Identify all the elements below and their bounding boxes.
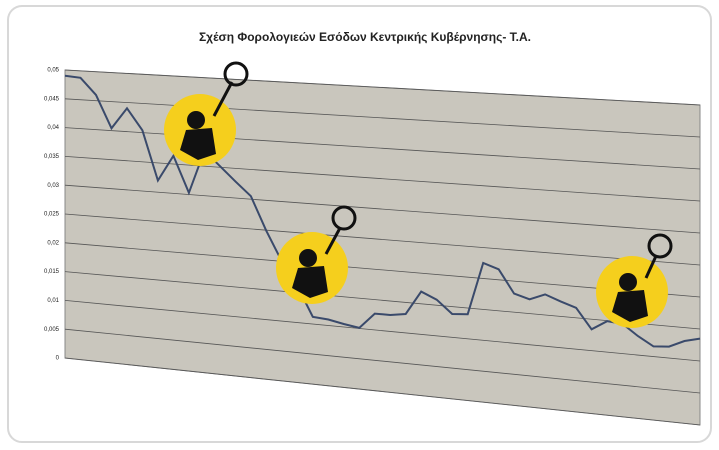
grid-line [64,271,701,330]
grid-line [64,98,701,138]
grid-line [64,357,701,426]
y-tick-label: 0,035 [44,154,60,160]
y-tick-label: 0,02 [47,240,59,246]
y-tick-label: 0,005 [44,327,60,333]
data-line [64,74,701,348]
y-tick-label: 0,03 [47,183,59,189]
y-tick-label: 0,01 [47,298,59,304]
y-tick-label: 0,025 [44,212,60,218]
decoration [164,61,673,328]
y-tick-label: 0,015 [44,269,60,275]
y-tick-label: 0,045 [44,96,60,102]
y-tick-label: 0,04 [47,125,59,131]
grid-line [64,242,701,298]
chart-title: Σχέση Φορολογιεών Εσόδων Κεντρικής Κυβέρ… [199,30,531,44]
y-tick-label: 0 [56,356,60,362]
grid-line [64,300,701,362]
grid-line [64,156,701,202]
grid-line [64,213,701,266]
grid-line [64,328,701,394]
grid-line [64,69,701,106]
y-tick-label: 0,05 [47,68,59,74]
grid-line [64,184,701,234]
